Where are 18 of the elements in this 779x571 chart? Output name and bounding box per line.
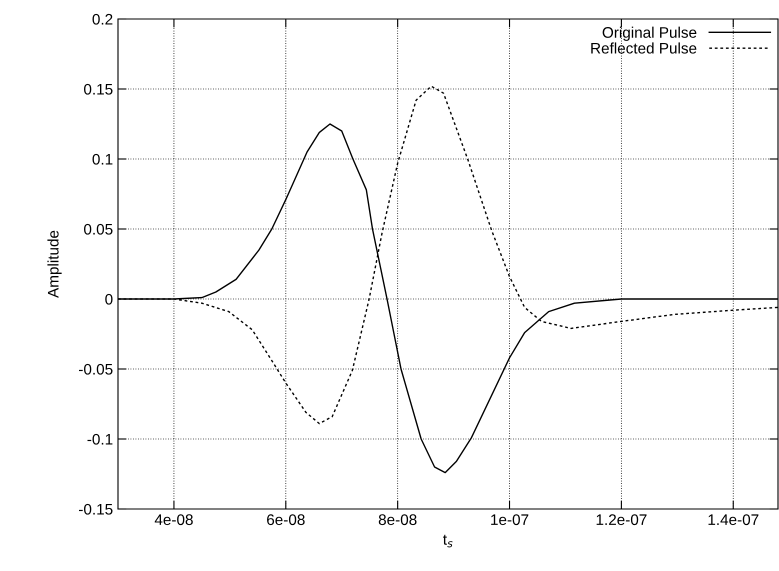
y-tick-label: -0.15: [79, 504, 112, 515]
x-tick-label: 8e-08: [378, 514, 417, 526]
y-axis-title: Amplitude: [47, 230, 62, 298]
x-tick-label: 1.4e-07: [708, 514, 758, 526]
y-tick-label: 0.2: [92, 14, 112, 25]
legend-label: Original Pulse: [602, 26, 696, 41]
x-tick-label: 1.2e-07: [596, 514, 647, 526]
x-tick-label: 4e-08: [154, 514, 193, 526]
y-tick-label: -0.1: [87, 434, 112, 445]
legend-label: Reflected Pulse: [591, 42, 696, 54]
y-tick-label: 0.05: [84, 224, 112, 235]
y-tick-label: 0.1: [92, 154, 112, 165]
x-axis-title: t$_{s}$: [443, 534, 453, 548]
y-tick-label: 0.15: [84, 84, 112, 95]
x-tick-label: 6e-08: [267, 514, 305, 526]
y-tick-label: -0.05: [79, 364, 112, 375]
x-tick-label: 1e-07: [491, 514, 528, 526]
y-tick-label: 0: [105, 294, 113, 305]
